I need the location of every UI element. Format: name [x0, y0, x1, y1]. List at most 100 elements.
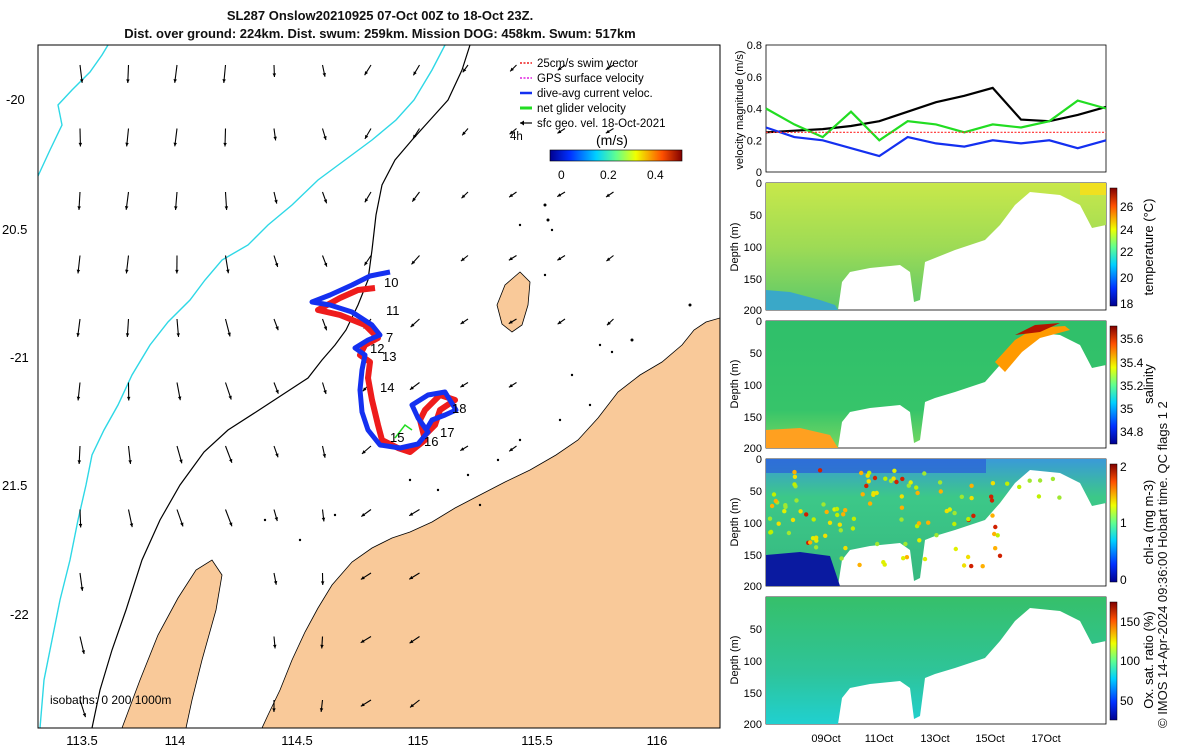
velocity-series-line: [765, 99, 1107, 142]
velocity-arrowhead: [323, 390, 327, 394]
velocity-arrowhead: [80, 79, 84, 83]
colorbar-tick: 0: [1120, 573, 1127, 587]
chla-dot: [969, 495, 974, 501]
velocity-arrowhead: [274, 199, 278, 204]
chla-dot: [881, 560, 886, 565]
legend-label: dive-avg current veloc.: [537, 88, 653, 100]
temperature-warm-patch: [1080, 183, 1106, 195]
salinity-depth-ticks: 0 50 100 150 200: [744, 316, 762, 455]
velocity-arrowhead: [76, 396, 81, 401]
velocity-arrowhead: [274, 262, 279, 267]
waypoint-label: 18: [452, 401, 466, 416]
velocity-arrowhead: [125, 333, 130, 337]
velocity-arrowhead: [81, 650, 85, 655]
chla-dot: [901, 556, 906, 561]
lon-tick: 115.5: [521, 733, 553, 748]
velocity-arrowhead: [364, 198, 369, 203]
chla-dot: [891, 476, 896, 481]
chla-dot: [1027, 478, 1032, 483]
chla-dot: [938, 489, 943, 494]
chla-dot: [899, 517, 904, 522]
colorbar-tick: 20: [1120, 271, 1134, 285]
map-frame: [37, 44, 721, 729]
velocity-arrowhead: [361, 513, 366, 517]
chla-dot: [922, 471, 927, 476]
chla-dot: [1050, 476, 1056, 482]
chla-dot: [992, 531, 997, 537]
chla-dot: [980, 564, 985, 569]
chla-dot: [969, 483, 974, 488]
temperature-colorbar-label: temperature (°C): [1141, 199, 1156, 296]
velocity-arrowhead: [180, 522, 184, 527]
chla-dot: [899, 494, 904, 499]
velocity-arrowhead: [222, 79, 226, 83]
chla-dot: [838, 528, 843, 533]
time-axis-ticks: 09Oct 11Oct 13Oct 15Oct 17Oct: [811, 733, 1060, 745]
velocity-arrowhead: [82, 713, 87, 718]
velocity-arrowhead: [409, 386, 414, 390]
velocity-arrowhead: [274, 517, 278, 522]
oxygen-colorbar: [1109, 601, 1118, 721]
chla-colorbar-ticks: 0 1 2: [1120, 460, 1127, 587]
velocity-arrowhead: [179, 459, 183, 464]
lat-tick: 21.5: [2, 478, 27, 493]
chla-dot: [821, 502, 826, 507]
velocity-arrowhead: [410, 703, 414, 708]
chla-dot: [917, 538, 922, 543]
map-lat-ticks: -20 20.5 -21 21.5 -22: [2, 92, 29, 622]
chla-dot: [990, 481, 996, 486]
chla-dot: [922, 556, 928, 562]
chla-dot: [843, 545, 848, 551]
chla-dot: [899, 505, 905, 510]
oxygen-field: [766, 597, 1106, 724]
chla-dot: [792, 474, 798, 479]
chla-dot: [769, 503, 775, 509]
chla-dot: [835, 512, 840, 518]
velocity-arrowhead: [605, 129, 610, 134]
velocity-arrowhead: [606, 321, 611, 326]
chla-dot: [786, 530, 792, 536]
reef-dots: [263, 203, 692, 542]
depth-tick: 50: [750, 348, 762, 360]
oxygen-colorbar-ticks: 50 100 150: [1120, 615, 1140, 708]
velocity-arrowhead: [76, 333, 80, 337]
velocity-arrowhead: [226, 269, 230, 274]
velocity-arrowhead: [361, 450, 366, 454]
chla-dot: [817, 468, 823, 473]
velocity-arrowhead: [173, 79, 177, 83]
lat-tick: 20.5: [2, 222, 27, 237]
chla-dot: [961, 563, 967, 568]
depth-tick: 200: [744, 581, 762, 593]
velocity-arrowhead: [460, 257, 465, 262]
velocity-arrowhead: [78, 523, 83, 528]
velocity-y-tick: 0.4: [747, 104, 762, 116]
chla-dot: [860, 492, 865, 497]
glider-track: [309, 269, 459, 455]
time-tick: 11Oct: [865, 733, 894, 745]
chla-dot: [792, 482, 797, 487]
chla-dot: [969, 563, 974, 569]
chla-dot: [782, 509, 787, 514]
chla-dot: [834, 506, 840, 512]
chla-dot: [866, 479, 871, 484]
chla-dot: [937, 480, 943, 485]
track-blue: [309, 269, 459, 451]
chla-dot: [993, 524, 998, 530]
colorbar-tick: 35.6: [1120, 332, 1144, 346]
chla-depth-ticks: 0 50 100 150 200: [744, 454, 762, 593]
velocity-arrowhead: [509, 447, 514, 452]
velocity-y-tick: 0.6: [747, 72, 762, 84]
chla-surface-patch: [766, 459, 986, 473]
depth-tick: 150: [744, 412, 762, 424]
chla-dot: [1037, 478, 1043, 483]
colorbar-tick: 35: [1120, 402, 1134, 416]
velocity-arrowhead: [409, 575, 414, 580]
velocity-arrowhead: [229, 458, 233, 463]
chla-dot: [808, 540, 813, 545]
chla-dot: [851, 516, 857, 521]
chla-dot: [783, 503, 788, 508]
chla-dot: [1057, 495, 1062, 500]
chla-dot: [768, 529, 774, 535]
temperature-ylabel: Depth (m): [729, 223, 741, 272]
